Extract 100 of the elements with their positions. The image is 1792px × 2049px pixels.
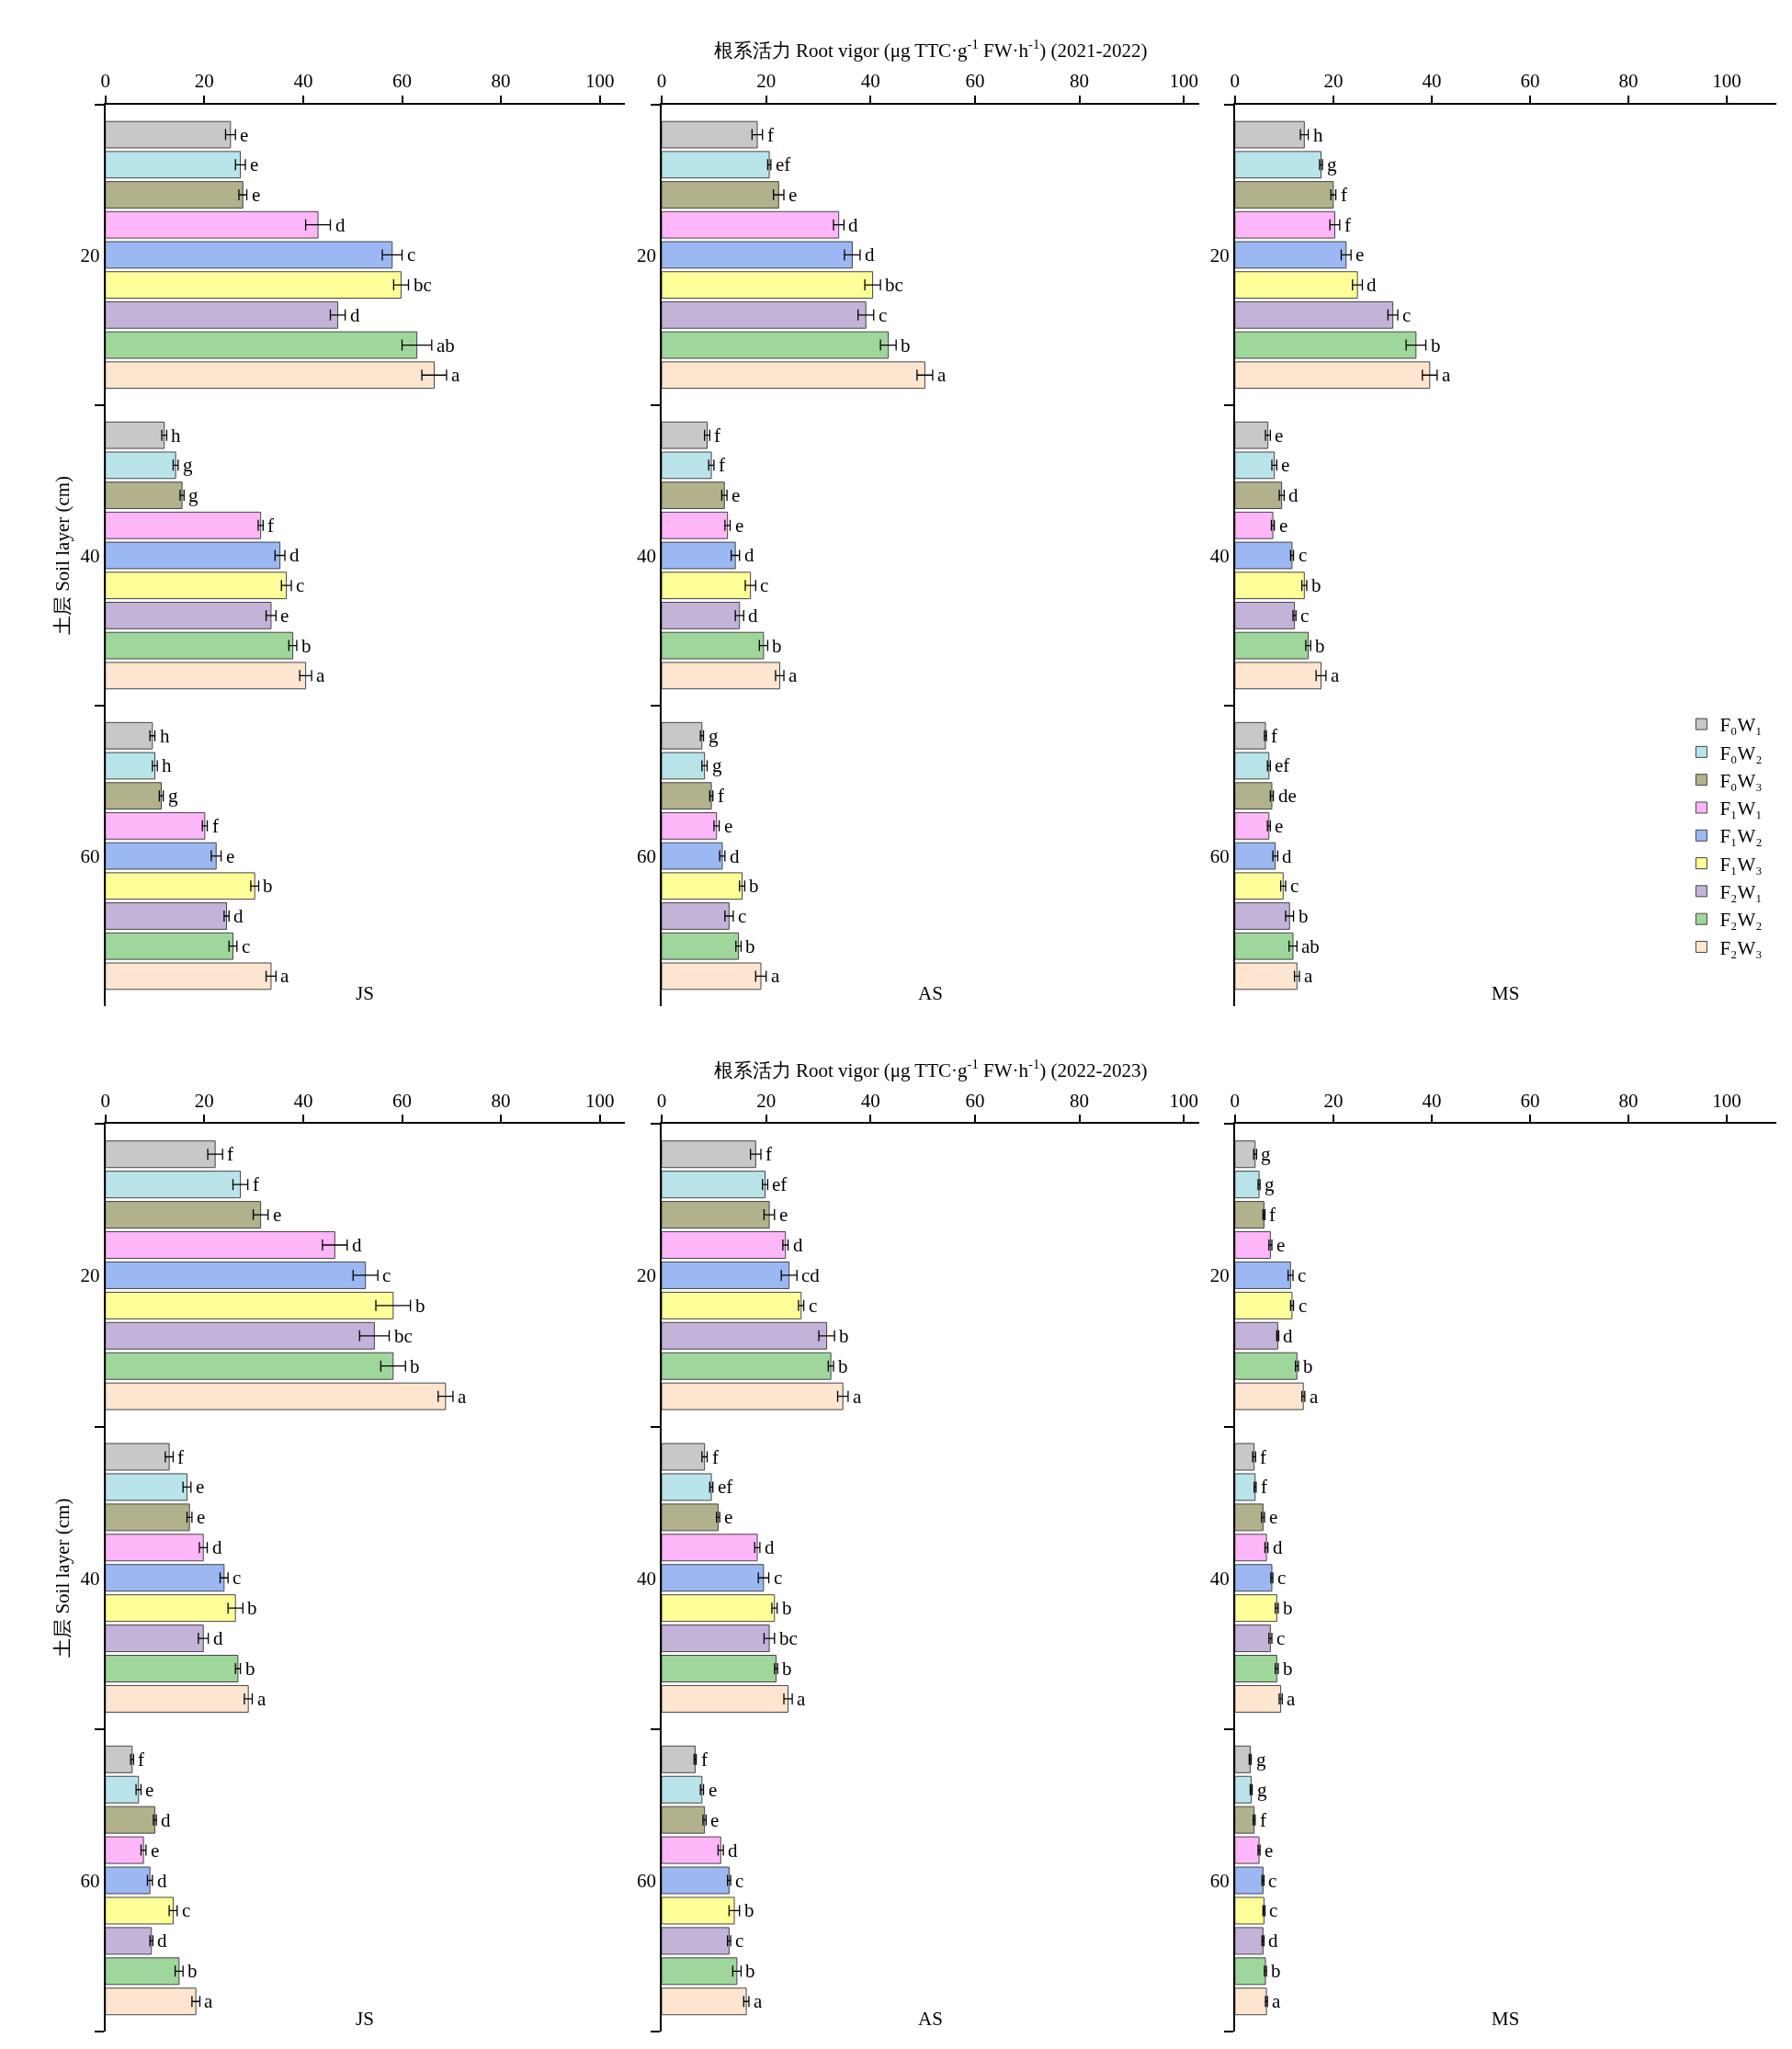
x-tick-label: 60 [392, 70, 413, 93]
data-label: f [1261, 1476, 1267, 1498]
data-label: a [451, 364, 460, 386]
y-tick-label: 40 [80, 544, 100, 567]
data-label: c [1276, 1627, 1286, 1649]
x-tick-label: 60 [965, 70, 985, 93]
annotation: MS [1491, 982, 1520, 1004]
bar [1234, 1655, 1277, 1682]
data-label: f [766, 1143, 772, 1165]
x-tick-label: 0 [100, 1089, 110, 1112]
bar [1234, 1564, 1273, 1592]
data-label: b [839, 1325, 849, 1347]
bar [662, 421, 708, 449]
data-label: f [1269, 1204, 1276, 1226]
data-label: b [901, 334, 911, 357]
bar [105, 210, 319, 239]
data-label: d [1367, 274, 1377, 296]
data-label: b [744, 1899, 754, 1921]
data-label: f [1271, 725, 1277, 747]
legend-label: F₁W₂ [1719, 825, 1763, 848]
bar [105, 962, 272, 991]
x-tick-label: 40 [1422, 70, 1442, 93]
legend-label: F₂W₁ [1719, 881, 1763, 904]
data-label: b [1283, 1597, 1293, 1619]
data-label: g [1261, 1143, 1271, 1165]
bar [105, 872, 255, 900]
data-label: e [226, 845, 235, 867]
bar [1234, 1201, 1265, 1229]
x-tick-label: 60 [1520, 1089, 1540, 1112]
data-label: d [848, 214, 858, 236]
data-label: d [1283, 1325, 1293, 1347]
x-tick-label: 40 [293, 70, 313, 93]
data-label: g [1327, 153, 1337, 175]
bar [662, 361, 925, 390]
data-label: e [1279, 515, 1288, 537]
bar [105, 1473, 187, 1501]
data-label: b [782, 1597, 792, 1619]
bar [105, 662, 307, 690]
data-label: e [1269, 1506, 1278, 1528]
data-label: a [204, 1990, 213, 2012]
data-label: bc [779, 1627, 798, 1649]
data-label: a [771, 965, 780, 987]
data-label: d [1273, 1536, 1283, 1558]
bar [1234, 361, 1431, 390]
data-label: c [407, 243, 416, 266]
data-label: e [735, 515, 744, 537]
bar [1234, 451, 1276, 480]
bar [105, 902, 228, 930]
bar [105, 151, 242, 179]
data-label: g [1256, 1749, 1266, 1771]
data-label: g [168, 785, 178, 807]
data-label: d [748, 605, 758, 627]
y-axis-title: 土层 Soil layer (cm) [51, 475, 74, 636]
bar [105, 1352, 394, 1380]
data-label: b [301, 635, 312, 657]
data-label: ef [772, 1173, 788, 1195]
bar [1234, 1140, 1256, 1169]
data-label: g [1265, 1173, 1275, 1195]
bar [662, 752, 706, 780]
data-label: c [738, 905, 747, 927]
bar [1234, 1684, 1282, 1713]
x-tick-label: 0 [656, 1089, 667, 1112]
x-tick-label: 20 [194, 1089, 214, 1112]
bar [1234, 1443, 1255, 1471]
x-tick-label: 40 [293, 1089, 313, 1112]
bar [1234, 872, 1284, 900]
bar [1234, 331, 1417, 359]
bar [1234, 481, 1283, 509]
data-label: e [273, 1204, 282, 1226]
bar [105, 451, 176, 480]
bar [662, 662, 780, 690]
data-label: a [1442, 364, 1451, 386]
bar [1234, 1321, 1278, 1350]
data-label: e [1276, 1234, 1286, 1256]
data-label: ef [718, 1476, 733, 1498]
bar [1234, 932, 1294, 960]
data-label: a [797, 1688, 806, 1710]
bar [1234, 210, 1335, 239]
data-label: b [1315, 635, 1325, 657]
bar [105, 721, 153, 750]
bar [662, 1201, 770, 1229]
bar [105, 1140, 216, 1169]
data-label: e [1275, 815, 1284, 837]
bar [1234, 811, 1270, 840]
data-label: c [735, 1930, 744, 1952]
data-label: f [227, 1143, 233, 1165]
bar [662, 181, 779, 209]
bar [1234, 1171, 1260, 1199]
bar [1234, 1503, 1264, 1532]
bar [662, 331, 890, 359]
bar [105, 1201, 262, 1229]
data-label: e [1355, 243, 1365, 266]
x-tick-label: 80 [1618, 70, 1639, 93]
bar [662, 1231, 787, 1259]
data-label: d [865, 243, 875, 266]
x-tick-label: 40 [860, 1089, 880, 1112]
bar [105, 572, 288, 600]
bar [105, 752, 156, 780]
data-label: c [735, 1870, 744, 1892]
data-label: a [853, 1386, 862, 1408]
